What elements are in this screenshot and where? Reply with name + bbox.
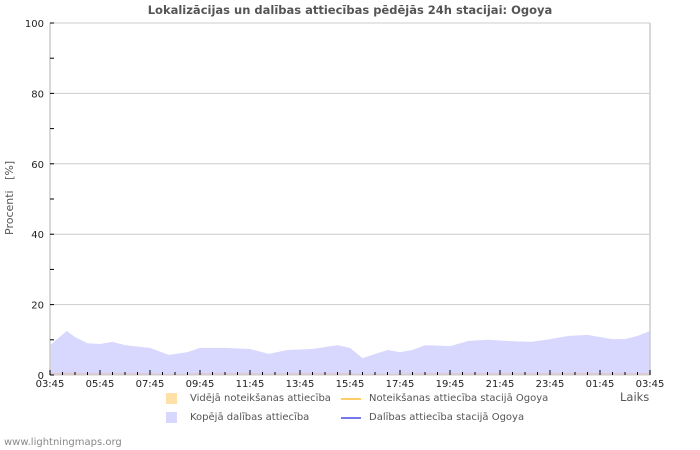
- svg-text:05:45: 05:45: [86, 379, 115, 390]
- legend-label: Vidējā noteikšanas attiecība: [190, 393, 331, 404]
- svg-text:07:45: 07:45: [136, 379, 165, 390]
- svg-text:80: 80: [31, 89, 44, 100]
- svg-text:11:45: 11:45: [236, 379, 265, 390]
- svg-text:01:45: 01:45: [586, 379, 615, 390]
- chart-title: Lokalizācijas un dalības attiecības pēdē…: [147, 3, 553, 17]
- svg-text:23:45: 23:45: [536, 379, 565, 390]
- station-detection-line-icon: [341, 398, 361, 400]
- y-axis-ticks: 0 20 40 60 80 100: [25, 19, 54, 382]
- x-axis-label: Laiks: [620, 390, 650, 404]
- data-areas: [50, 331, 650, 375]
- svg-text:20: 20: [31, 301, 44, 312]
- plot-frame: [49, 22, 651, 376]
- svg-text:03:45: 03:45: [36, 379, 65, 390]
- grid-lines: [50, 22, 650, 306]
- svg-text:40: 40: [31, 230, 44, 241]
- svg-text:21:45: 21:45: [486, 379, 515, 390]
- avg-detection-swatch-icon: [166, 393, 177, 404]
- svg-text:09:45: 09:45: [186, 379, 215, 390]
- svg-text:03:45: 03:45: [636, 379, 665, 390]
- x-axis-ticks: 03:45 05:45 07:45 09:45 11:45 13:45 15:45 17:45…: [36, 370, 665, 390]
- footer-credit: www.lightningmaps.org: [4, 437, 122, 448]
- svg-text:0: 0: [38, 371, 44, 382]
- svg-text:19:45: 19:45: [436, 379, 465, 390]
- legend-label: Dalības attiecība stacijā Ogoya: [369, 412, 525, 423]
- legend-label: Noteikšanas attiecība stacijā Ogoya: [369, 393, 549, 404]
- svg-text:13:45: 13:45: [286, 379, 315, 390]
- svg-text:60: 60: [31, 160, 44, 171]
- svg-text:100: 100: [25, 19, 44, 30]
- total-participation-swatch-icon: [166, 412, 177, 423]
- svg-text:15:45: 15:45: [336, 379, 365, 390]
- svg-text:17:45: 17:45: [386, 379, 415, 390]
- station-participation-line-icon: [341, 417, 361, 419]
- legend-label: Kopējā dalības attiecība: [190, 412, 310, 423]
